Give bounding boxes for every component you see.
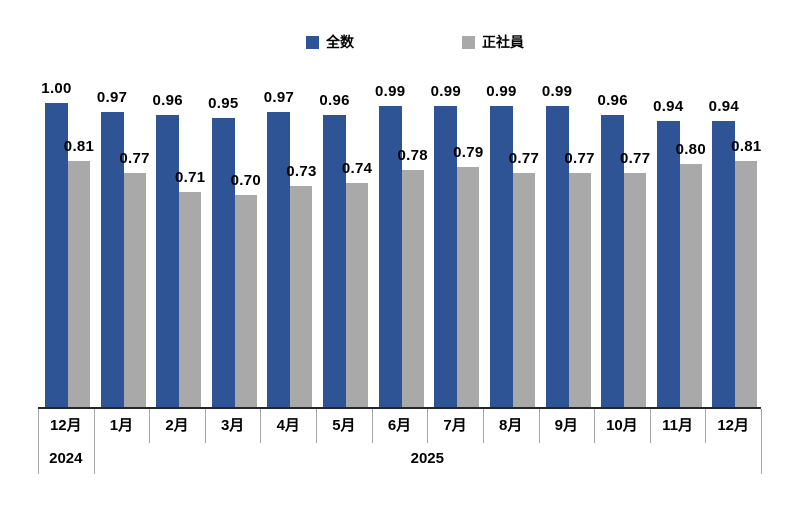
- bar-value-label-total: 0.94: [708, 98, 740, 116]
- bar-value-label-total: 0.97: [263, 89, 295, 107]
- bar-value-label-regular-employee: 0.81: [731, 138, 762, 156]
- x-axis-month-label: 5月: [332, 417, 356, 434]
- bar-value-label-regular-employee: 0.78: [397, 147, 428, 165]
- bar-regular-employee: [568, 173, 591, 409]
- axis-tick-divider: [482, 409, 484, 443]
- x-axis-month-label: 8月: [499, 417, 523, 434]
- x-axis-line: [38, 407, 761, 409]
- x-axis-month-label: 1月: [109, 417, 134, 434]
- legend-label-regular-employee: 正社員: [482, 34, 524, 50]
- x-axis-month-label: 7月: [443, 417, 467, 434]
- bar-total: [712, 121, 736, 409]
- bar-value-label-regular-employee: 0.79: [453, 144, 484, 162]
- axis-tick-divider: [38, 409, 39, 474]
- x-axis-year-label: 2025: [410, 450, 444, 467]
- bar-value-label-regular-employee: 0.70: [230, 171, 262, 189]
- x-axis-month-label: 4月: [276, 417, 300, 434]
- x-axis-month-label: 2月: [165, 417, 189, 434]
- bar-regular-employee: [179, 191, 202, 409]
- axis-tick-divider: [204, 409, 206, 443]
- bar-value-label-total: 0.99: [541, 83, 573, 101]
- axis-tick-divider: [93, 409, 95, 474]
- axis-tick-divider: [649, 409, 651, 443]
- bar-total: [267, 112, 291, 409]
- legend-item-regular-employee: 正社員: [462, 34, 524, 50]
- bar-total: [434, 106, 458, 409]
- bar-regular-employee: [624, 173, 647, 409]
- bar-value-label-regular-employee: 0.71: [175, 168, 206, 186]
- bar-value-label-total: 0.97: [96, 89, 128, 107]
- x-axis-month-label: 11月: [662, 417, 693, 434]
- bar-value-label-total: 0.99: [486, 83, 517, 101]
- legend-item-total: 全数: [306, 34, 354, 50]
- axis-tick-divider: [260, 409, 262, 443]
- bar-total: [323, 115, 347, 409]
- legend-swatch-regular-employee-icon: [462, 35, 475, 49]
- bar-value-label-regular-employee: 0.77: [564, 150, 595, 168]
- axis-tick-divider: [705, 409, 707, 443]
- bar-value-label-total: 1.00: [41, 80, 72, 97]
- x-axis-month-label: 6月: [387, 417, 412, 434]
- legend: 全数 正社員: [306, 34, 524, 50]
- bar-total: [378, 106, 402, 409]
- bar-regular-employee: [123, 173, 146, 409]
- bar-value-label-regular-employee: 0.81: [63, 138, 95, 156]
- bar-value-label-total: 0.95: [208, 95, 239, 113]
- bar-regular-employee: [346, 182, 369, 409]
- bar-regular-employee: [679, 164, 702, 409]
- legend-swatch-total-icon: [306, 35, 319, 49]
- axis-tick-divider: [371, 409, 373, 443]
- x-axis-month-label: 3月: [220, 417, 245, 434]
- bar-total: [601, 115, 625, 409]
- bar-total: [45, 103, 68, 409]
- bar-total: [156, 115, 180, 409]
- x-axis-month-label: 10月: [606, 417, 638, 434]
- bar-value-label-total: 0.96: [597, 92, 628, 110]
- bar-total: [656, 121, 680, 409]
- bar-value-label-total: 0.96: [152, 92, 183, 110]
- legend-label-total: 全数: [326, 34, 354, 50]
- axis-tick-divider: [316, 409, 318, 443]
- bar-value-label-total: 0.94: [653, 98, 684, 116]
- bar-value-label-regular-employee: 0.77: [119, 150, 150, 168]
- bar-value-label-regular-employee: 0.77: [619, 150, 651, 168]
- x-axis-month-label: 12月: [49, 417, 82, 434]
- bar-regular-employee: [457, 167, 480, 409]
- bar-value-label-total: 0.99: [374, 83, 406, 101]
- bar-regular-employee: [401, 170, 424, 409]
- bar-regular-employee: [68, 161, 90, 409]
- x-axis-year-label: 2024: [49, 450, 83, 467]
- bar-value-label-regular-employee: 0.74: [341, 159, 373, 177]
- axis-tick-divider: [427, 409, 429, 443]
- axis-tick-divider: [538, 409, 540, 443]
- bar-regular-employee: [512, 173, 535, 409]
- bar-value-label-regular-employee: 0.77: [508, 150, 540, 168]
- x-axis-month-label: 9月: [554, 417, 578, 434]
- bar-total: [489, 106, 513, 409]
- bar-total: [545, 106, 569, 409]
- bar-value-label-regular-employee: 0.73: [286, 162, 317, 180]
- axis-tick-divider: [761, 409, 762, 474]
- x-axis-month-label: 12月: [717, 417, 750, 434]
- axis-tick-divider: [594, 409, 596, 443]
- bar-value-label-regular-employee: 0.80: [675, 141, 706, 159]
- bar-total: [211, 118, 235, 409]
- bar-regular-employee: [735, 161, 758, 409]
- bar-value-label-total: 0.99: [430, 83, 461, 101]
- bar-total: [100, 112, 124, 409]
- bar-value-label-total: 0.96: [319, 92, 350, 110]
- bar-regular-employee: [234, 194, 257, 409]
- axis-tick-divider: [149, 409, 151, 443]
- bar-regular-employee: [290, 185, 313, 409]
